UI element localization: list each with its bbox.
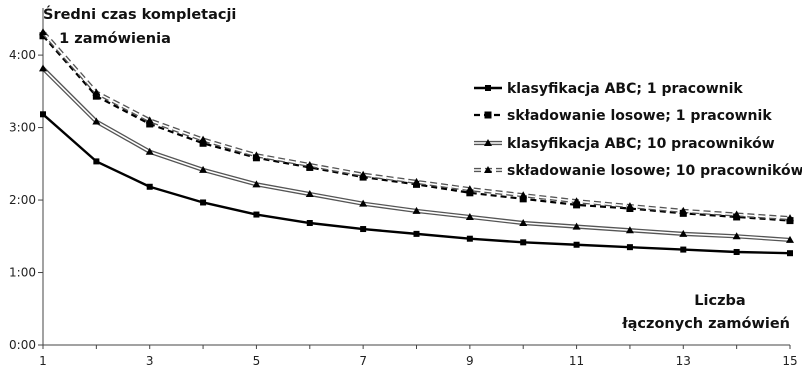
x-tick-label: 3 (146, 354, 154, 368)
data-point (733, 248, 740, 255)
data-point (146, 183, 153, 190)
data-point (92, 92, 100, 100)
legend-marker (484, 166, 492, 173)
series-line (41, 30, 791, 221)
data-point (39, 64, 47, 72)
data-point (465, 212, 474, 220)
data-point (360, 226, 367, 233)
x-tick-label: 11 (569, 354, 584, 368)
legend-label: składowanie losowe; 10 pracowników (507, 163, 802, 179)
data-point (93, 158, 100, 165)
data-point (572, 222, 581, 230)
data-point (519, 191, 528, 199)
data-point (466, 189, 474, 197)
data-point (732, 210, 741, 218)
legend-item: klasyfikacja ABC; 1 pracownik (474, 81, 743, 97)
data-point (786, 214, 794, 222)
data-point (465, 185, 474, 193)
data-point (39, 32, 47, 40)
data-point (200, 199, 207, 206)
data-point (359, 199, 368, 207)
data-point (40, 111, 46, 118)
data-point (732, 232, 741, 240)
data-point (252, 180, 261, 188)
data-point (625, 202, 634, 210)
data-point (252, 151, 261, 159)
x-tick-label: 15 (782, 354, 797, 368)
data-point (519, 195, 527, 203)
data-point (466, 235, 473, 242)
data-point (572, 197, 581, 205)
legend-item: składowanie losowe; 1 pracownik (474, 108, 772, 124)
series-1 (40, 111, 793, 257)
y-tick-label: 3:00 (9, 121, 36, 135)
series-3 (39, 64, 794, 243)
data-point (92, 117, 101, 125)
data-point (787, 250, 793, 257)
data-point (412, 206, 421, 214)
data-point (679, 229, 688, 237)
legend-marker (484, 139, 492, 146)
y-tick-label: 2:00 (9, 193, 36, 207)
data-point (305, 190, 314, 198)
data-point (306, 220, 313, 227)
data-point (573, 241, 580, 248)
data-point (519, 219, 528, 227)
data-point (625, 226, 634, 234)
y-tick-label: 1:00 (9, 266, 36, 280)
legend-item: składowanie losowe; 10 pracowników (474, 163, 802, 179)
data-point (679, 206, 688, 214)
data-point (199, 139, 207, 147)
data-point (520, 239, 527, 246)
y-axis-title-line-1: Średni czas kompletacji (43, 5, 236, 23)
data-point (146, 120, 154, 128)
series-2 (39, 32, 794, 225)
data-point (145, 147, 154, 155)
data-point (412, 177, 421, 185)
data-point (680, 246, 687, 253)
data-point (39, 28, 47, 36)
legend-label: klasyfikacja ABC; 1 pracownik (507, 81, 743, 97)
y-tick-label: 4:00 (9, 48, 36, 62)
x-axis-title-line-1: Liczba (694, 293, 745, 309)
legend-marker (484, 111, 492, 119)
x-axis-title-line-2: łączonych zamówień (621, 316, 790, 332)
data-point (92, 88, 101, 96)
data-point (199, 165, 208, 173)
series-line (42, 35, 791, 222)
x-tick-label: 1 (39, 354, 47, 368)
data-point (786, 235, 794, 243)
data-point (359, 170, 368, 178)
series-4 (39, 28, 794, 222)
data-point (413, 230, 420, 237)
x-tick-label: 9 (466, 354, 474, 368)
legend-item: klasyfikacja ABC; 10 pracowników (474, 136, 775, 152)
y-axis-title-line-2: 1 zamówienia (59, 31, 171, 47)
data-point (305, 161, 314, 169)
data-point (253, 211, 260, 218)
legend-label: klasyfikacja ABC; 10 pracowników (507, 136, 775, 152)
data-point (145, 116, 154, 124)
data-point (573, 201, 581, 209)
legend-marker (485, 85, 491, 91)
data-point (199, 135, 208, 143)
x-tick-label: 13 (676, 354, 691, 368)
y-tick-label: 0:00 (9, 338, 36, 352)
x-tick-label: 7 (359, 354, 367, 368)
legend-label: składowanie losowe; 1 pracownik (507, 108, 772, 124)
series-line (42, 31, 791, 219)
data-point (626, 244, 633, 251)
x-tick-label: 5 (253, 354, 261, 368)
